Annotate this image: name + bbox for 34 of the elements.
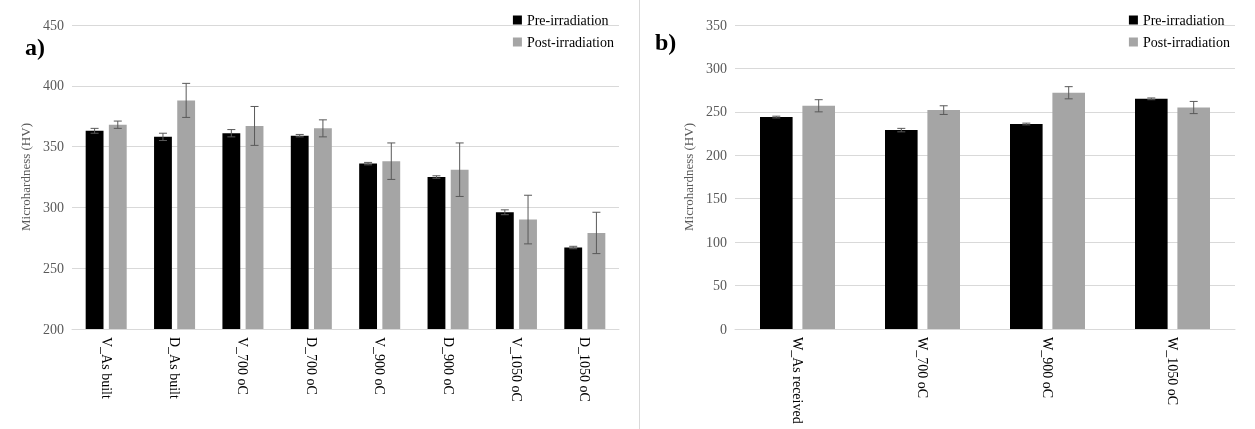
x-tick-label: D_As built xyxy=(167,337,183,399)
y-tick-label: 300 xyxy=(43,199,64,215)
legend-label: Pre-irradiation xyxy=(1142,12,1225,28)
y-tick-label: 250 xyxy=(706,104,727,120)
y-tick-label: 400 xyxy=(43,78,64,94)
y-tick-label: 350 xyxy=(706,17,727,33)
x-tick-label: D_1050 oC xyxy=(577,337,593,402)
x-tick-label: V_900 oC xyxy=(372,337,388,395)
y-tick-label: 350 xyxy=(43,139,64,155)
y-tick-label: 300 xyxy=(706,60,727,76)
y-tick-label: 100 xyxy=(706,234,727,250)
chart-title: a) xyxy=(25,34,45,60)
y-tick-label: 0 xyxy=(720,321,727,337)
legend-label: Post-irradiation xyxy=(526,34,615,50)
x-tick-label: W_900 oC xyxy=(1040,337,1055,399)
y-tick-label: 200 xyxy=(706,147,727,163)
y-tick-label: 200 xyxy=(43,321,64,337)
y-tick-label: 150 xyxy=(706,191,727,207)
x-tick-label: V_700 oC xyxy=(235,337,251,395)
x-tick-label: V_1050 oC xyxy=(508,337,524,402)
y-tick-label: 450 xyxy=(43,17,64,33)
x-tick-label: W_700 oC xyxy=(915,337,930,399)
x-tick-label: V_As built xyxy=(98,337,114,399)
y-tick-label: 50 xyxy=(713,278,727,294)
x-tick-label: D_700 oC xyxy=(303,337,319,395)
x-tick-label: D_900 oC xyxy=(440,337,456,395)
y-axis-title: Microhardness (HV) xyxy=(681,123,697,231)
chart-title: b) xyxy=(655,29,677,55)
legend-label: Pre-irradiation xyxy=(526,12,609,28)
y-axis-title: Microhardness (HV) xyxy=(18,123,34,231)
x-tick-label: W_1050 oC xyxy=(1165,337,1180,406)
y-tick-label: 250 xyxy=(43,260,64,276)
x-tick-label: W_As received xyxy=(790,337,805,424)
legend-label: Post-irradiation xyxy=(1142,34,1231,50)
